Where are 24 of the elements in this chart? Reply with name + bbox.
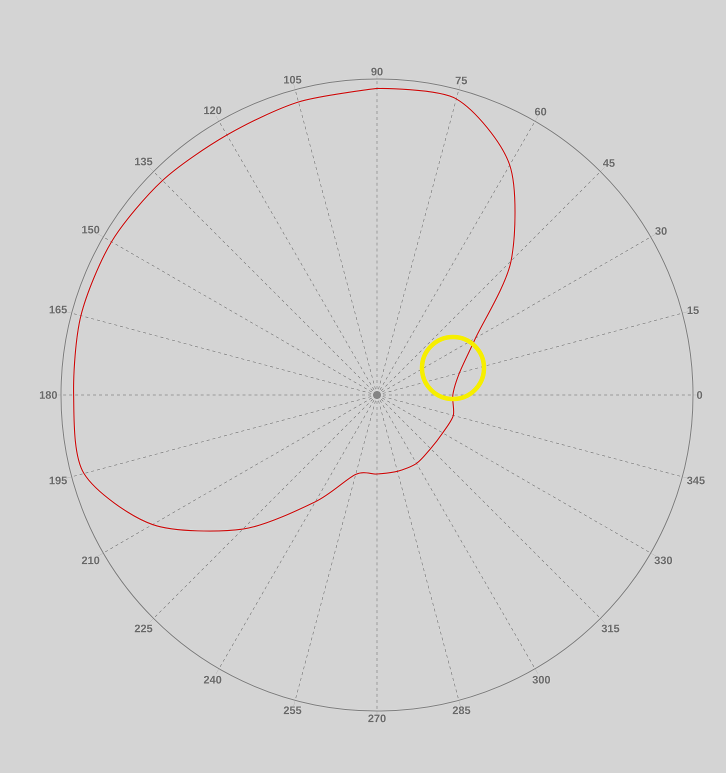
spoke-label: 60 — [534, 108, 546, 116]
spoke-label: 105 — [284, 76, 302, 84]
spoke-label: 180 — [40, 391, 58, 399]
spoke-label: 240 — [204, 676, 222, 684]
spoke-label: 210 — [82, 556, 100, 564]
spoke-label: 345 — [687, 476, 705, 484]
spoke-label: 195 — [50, 476, 67, 484]
spoke-label: 330 — [654, 556, 672, 564]
spoke-label: 300 — [532, 676, 550, 684]
spoke-label: 165 — [50, 306, 67, 314]
spoke-label: 75 — [456, 76, 468, 84]
spoke-label: 225 — [134, 624, 152, 632]
spoke-label: 90 — [371, 68, 383, 76]
spoke-label: 120 — [204, 106, 222, 114]
spoke-label: 15 — [688, 306, 699, 314]
spoke-label: 285 — [452, 706, 470, 714]
spoke-label: 30 — [655, 227, 667, 235]
spoke-label: 135 — [135, 158, 152, 166]
spoke-label: 255 — [284, 706, 302, 714]
spoke-label: 0 — [696, 391, 702, 399]
spoke-label: 45 — [603, 159, 615, 167]
spoke-label: 315 — [602, 624, 620, 632]
spoke-label: 270 — [368, 714, 386, 722]
spoke-label: 150 — [82, 226, 100, 234]
